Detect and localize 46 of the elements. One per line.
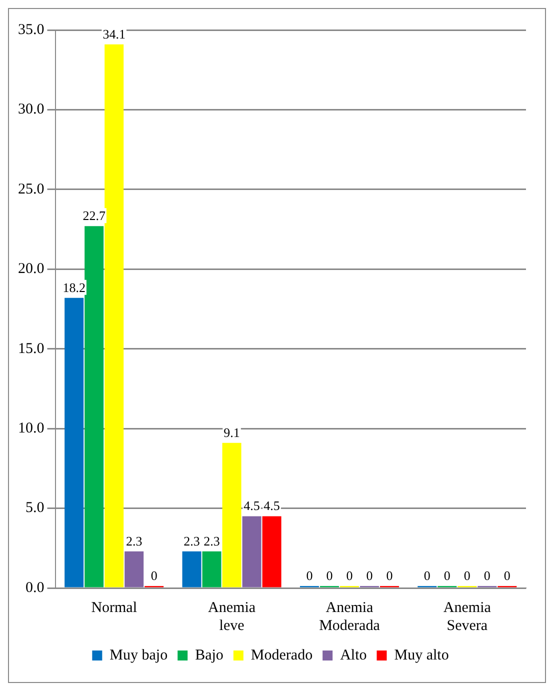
legend-label: Moderado — [250, 647, 313, 664]
y-tick-label: 15.0 — [18, 340, 44, 357]
y-tick-label: 10.0 — [18, 420, 44, 437]
y-tick-label: 5.0 — [26, 500, 44, 516]
x-tick-label: Anemia leve — [208, 600, 256, 634]
x-tick-label: Normal — [91, 600, 138, 616]
y-tick-label: 20.0 — [18, 261, 44, 278]
x-tick-label: Anemia Moderada — [319, 600, 380, 634]
legend-label: Alto — [340, 647, 367, 664]
y-tick-label: 35.0 — [18, 22, 44, 38]
data-label: 0 — [444, 568, 450, 583]
bar — [222, 442, 242, 588]
data-label: 0 — [306, 568, 313, 583]
data-label: 0 — [424, 568, 430, 583]
data-label: 0 — [326, 568, 333, 583]
bar — [202, 551, 222, 588]
data-label: 0 — [346, 568, 353, 583]
data-label: 4.5 — [264, 498, 280, 514]
x-tick-label: Anemia Severa — [443, 600, 492, 634]
data-label: 2.3 — [204, 533, 220, 548]
bar — [262, 516, 282, 588]
legend-label: Muy alto — [394, 647, 449, 664]
data-label: 4.5 — [244, 498, 260, 514]
data-label: 9.1 — [224, 424, 240, 440]
data-label: 0 — [464, 568, 470, 583]
data-label: 34.1 — [102, 26, 126, 42]
data-label: 0 — [150, 568, 158, 583]
bar — [124, 551, 144, 588]
legend-label: Bajo — [195, 647, 224, 664]
bar — [182, 551, 202, 588]
data-label: 0 — [366, 568, 373, 583]
data-label: 18.2 — [62, 280, 86, 295]
legend-label: Muy bajo — [110, 647, 168, 664]
data-label: 0 — [504, 568, 510, 583]
data-label: 0 — [484, 568, 490, 583]
data-label: 2.3 — [184, 533, 200, 548]
y-tick-label: 30.0 — [18, 102, 44, 118]
bar — [104, 44, 124, 588]
bar — [242, 516, 262, 588]
data-label: 22.7 — [82, 208, 106, 224]
y-tick-label: 25.0 — [18, 181, 44, 198]
bar — [84, 226, 104, 588]
bar — [64, 298, 84, 588]
y-tick-label: 0.0 — [26, 580, 44, 596]
data-label: 0 — [386, 568, 393, 583]
data-label: 2.3 — [126, 533, 142, 548]
